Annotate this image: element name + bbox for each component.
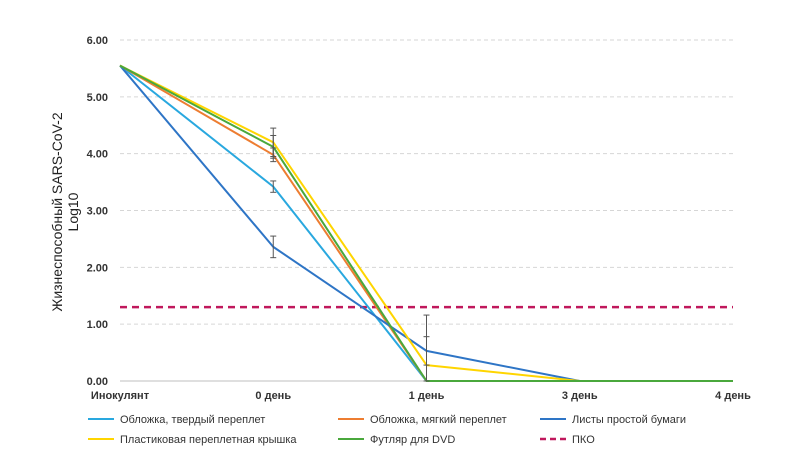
y-axis-ticks: 0.00 1.00 2.00 3.00 4.00 5.00 6.00 [87,35,108,388]
x-tick-label: Инокулянт [91,390,150,402]
y-tick-label: 2.00 [87,262,108,274]
legend: Обложка, твердый переплет Обложка, мягкий… [88,414,686,446]
gridlines [120,39,733,325]
y-tick-label: 6.00 [87,35,108,47]
legend-item: Пластиковая переплетная крышка [88,434,297,446]
error-bar [270,180,277,193]
error-bar [270,134,277,159]
legend-label: Обложка, мягкий переплет [370,414,507,426]
error-bar [423,314,430,382]
y-axis-label-line-2: Log10 [65,192,81,231]
legend-label: Футляр для DVD [370,434,455,446]
legend-item: Футляр для DVD [338,434,455,446]
y-tick-label: 4.00 [87,149,108,161]
error-bars [270,127,430,382]
legend-label: Обложка, твердый переплет [120,414,265,426]
x-tick-label: 0 день [255,390,291,402]
legend-item: Листы простой бумаги [540,414,686,426]
legend-label: Листы простой бумаги [572,414,686,426]
y-tick-label: 3.00 [87,206,108,218]
error-bar [270,235,277,259]
legend-item: Обложка, мягкий переплет [338,414,507,426]
x-tick-label: 3 день [562,390,598,402]
y-tick-label: 5.00 [87,92,108,104]
y-axis-label: Жизнеспособный SARS-CoV-2 Log10 [49,112,81,311]
x-axis-ticks: Инокулянт 0 день 1 день 3 день 4 день [91,390,751,402]
x-tick-label: 4 день [715,390,751,402]
y-tick-label: 0.00 [87,376,108,388]
legend-label: ПКО [572,434,595,446]
legend-item: Обложка, твердый переплет [88,414,265,426]
legend-item: ПКО [540,434,595,446]
y-tick-label: 1.00 [87,319,108,331]
y-axis-label-line-1: Жизнеспособный SARS-CoV-2 [49,112,65,311]
legend-label: Пластиковая переплетная крышка [120,434,297,446]
x-tick-label: 1 день [409,390,445,402]
